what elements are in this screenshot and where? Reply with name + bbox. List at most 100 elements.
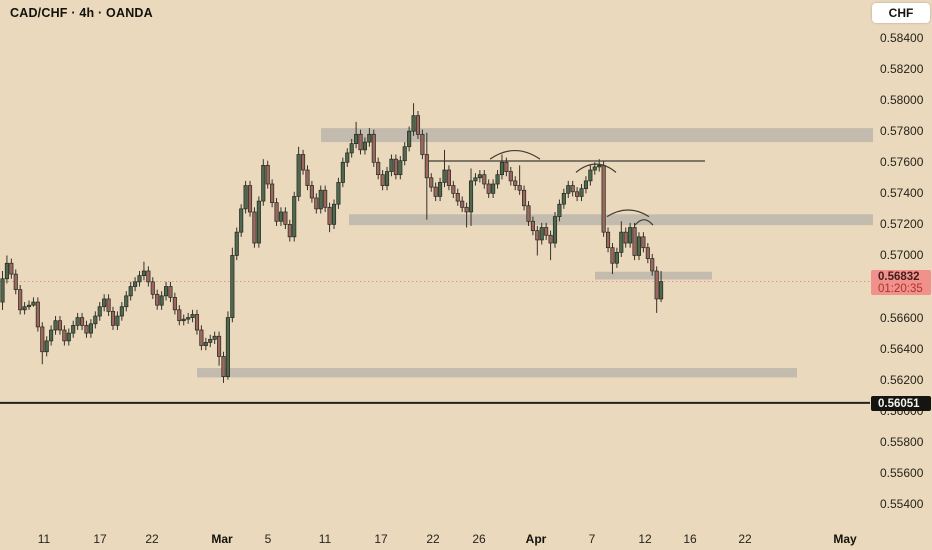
- candle: [203, 342, 208, 346]
- candle: [473, 177, 478, 182]
- currency-toggle-button[interactable]: CHF: [872, 3, 930, 23]
- candle: [636, 236, 642, 256]
- time-tick-label: 17: [93, 532, 107, 546]
- time-tick-label: 16: [683, 532, 697, 546]
- candle: [575, 191, 580, 197]
- candle: [570, 185, 575, 193]
- candles-layer: [0, 103, 664, 383]
- candle: [460, 200, 465, 208]
- candle: [265, 165, 270, 185]
- candle: [40, 326, 45, 353]
- candle: [230, 255, 235, 318]
- candle: [35, 301, 40, 328]
- price-tick-label: 0.56200: [880, 372, 924, 387]
- candle: [345, 152, 350, 163]
- supply-zone-0578: [321, 128, 873, 143]
- candle: [645, 247, 650, 259]
- candle: [31, 301, 36, 306]
- candle: [44, 340, 49, 353]
- candle: [588, 169, 593, 182]
- candle: [133, 281, 138, 287]
- time-scale[interactable]: 11 17 22 Mar 5 11 17 22 26 Apr 7 12 16 22 May: [0, 524, 932, 550]
- candle: [22, 306, 27, 311]
- level-price-value: 0.56051: [878, 397, 920, 410]
- candle: [628, 227, 633, 244]
- candle: [597, 165, 602, 168]
- time-tick-label: 22: [426, 532, 440, 546]
- candle: [186, 317, 191, 320]
- candle: [654, 270, 659, 300]
- candle: [380, 174, 385, 186]
- candle: [340, 161, 345, 183]
- candle: [552, 216, 558, 244]
- candle: [605, 231, 611, 249]
- candle: [225, 317, 230, 377]
- candle: [13, 273, 18, 290]
- price-tick-label: 0.55600: [880, 465, 924, 480]
- price-tick-label: 0.57600: [880, 155, 924, 170]
- candle: [296, 154, 301, 197]
- demand-zone-0569: [595, 271, 712, 280]
- candle: [137, 275, 142, 283]
- candle: [62, 329, 67, 342]
- candle: [190, 314, 195, 318]
- time-tick-label: 22: [738, 532, 752, 546]
- candle: [115, 315, 120, 326]
- candle: [252, 211, 257, 244]
- candle: [504, 161, 509, 172]
- candle: [508, 171, 513, 182]
- time-tick-label: 26: [472, 532, 486, 546]
- candle: [354, 133, 359, 144]
- candle: [234, 231, 239, 256]
- candle: [18, 289, 23, 311]
- current-price-value: 0.56832: [878, 270, 920, 283]
- candle: [659, 281, 664, 300]
- candle: [539, 227, 544, 241]
- candle: [522, 189, 527, 207]
- price-tick-label: 0.58000: [880, 93, 924, 108]
- price-scale[interactable]: 0.58400 0.58200 0.58000 0.57800 0.57600 0.574…: [872, 0, 932, 520]
- price-tick-label: 0.57400: [880, 186, 924, 201]
- candle: [84, 325, 89, 334]
- candle: [632, 227, 637, 256]
- candle: [194, 314, 200, 331]
- lower-high-arc-1: [489, 149, 541, 160]
- candle: [261, 165, 266, 202]
- candle: [415, 115, 421, 135]
- demand-zone-0562: [197, 368, 797, 378]
- candle: [66, 332, 71, 342]
- candle: [208, 338, 213, 343]
- candle: [442, 169, 447, 183]
- candle: [88, 323, 93, 334]
- candle: [155, 293, 160, 306]
- candle: [163, 286, 169, 297]
- candle: [464, 206, 469, 213]
- candle: [314, 197, 319, 210]
- candle: [146, 270, 151, 283]
- candle: [362, 141, 367, 151]
- candle: [601, 165, 606, 233]
- level-price-badge: 0.56051: [871, 396, 931, 411]
- candle: [548, 234, 553, 244]
- candle: [283, 211, 288, 225]
- time-tick-label: Mar: [211, 532, 233, 546]
- time-tick-label: May: [833, 532, 857, 546]
- candle: [119, 306, 124, 317]
- candle: [389, 158, 394, 172]
- time-tick-label: 11: [318, 532, 332, 546]
- candle: [376, 161, 381, 176]
- price-tick-label: 0.55400: [880, 496, 924, 511]
- candle: [650, 258, 655, 272]
- candle: [159, 295, 164, 306]
- candle: [592, 166, 597, 171]
- time-tick-label: 11: [37, 532, 51, 546]
- candle: [199, 329, 204, 346]
- candle: [181, 318, 186, 322]
- candle: [57, 320, 63, 331]
- time-tick-label: Apr: [525, 532, 547, 546]
- candle: [499, 161, 505, 176]
- candle: [438, 182, 443, 197]
- candle: [278, 211, 284, 222]
